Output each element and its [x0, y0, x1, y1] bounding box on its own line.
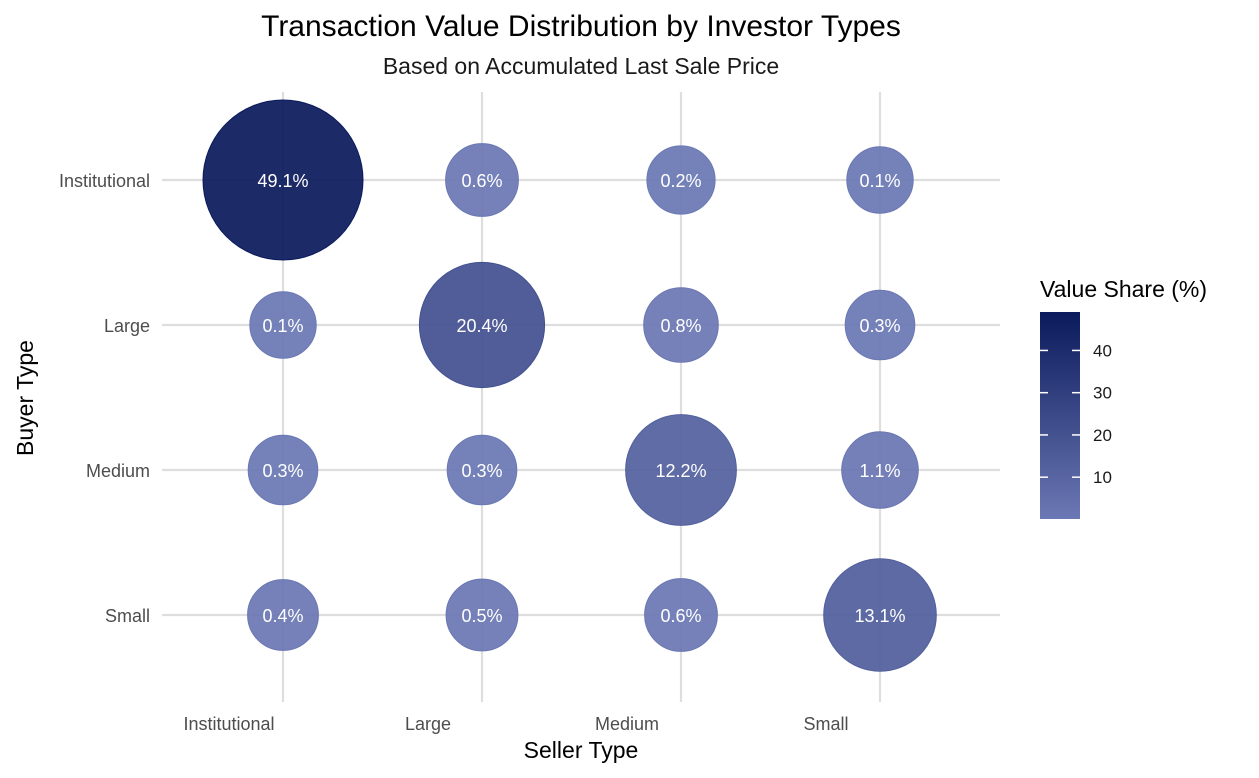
- legend-tick-label-3: 40: [1093, 341, 1112, 360]
- legend-tick-label-0: 10: [1093, 468, 1112, 487]
- y-tick-label-0: Institutional: [59, 171, 150, 191]
- bubble-3: [846, 146, 914, 214]
- bubble-label-2: 0.2%: [660, 171, 701, 191]
- bubble-8: [247, 434, 319, 506]
- legend-tick-label-1: 20: [1093, 426, 1112, 445]
- bubble-label-3: 0.1%: [859, 171, 900, 191]
- chart-subtitle: Based on Accumulated Last Sale Price: [383, 53, 779, 79]
- chart-title: Transaction Value Distribution by Invest…: [261, 10, 901, 43]
- legend: Value Share (%) 10 20 30 40: [1040, 276, 1207, 519]
- bubble-label-9: 0.3%: [461, 461, 502, 481]
- legend-title: Value Share (%): [1040, 276, 1207, 302]
- bubble-label-5: 20.4%: [456, 316, 507, 336]
- bubble-11: [841, 431, 919, 509]
- legend-colorbar: [1040, 312, 1080, 519]
- x-tick-label-3: Small: [803, 714, 848, 734]
- bubble-label-11: 1.1%: [859, 461, 900, 481]
- bubble-5: [418, 261, 546, 389]
- bubble-label-1: 0.6%: [461, 171, 502, 191]
- y-tick-label-1: Large: [104, 316, 150, 336]
- x-tick-label-0: Institutional: [183, 714, 274, 734]
- bubble-label-12: 0.4%: [262, 606, 303, 626]
- x-axis-title: Seller Type: [524, 737, 639, 763]
- bubble-13: [445, 578, 519, 652]
- bubble-9: [446, 434, 518, 506]
- bubble-10: [625, 414, 737, 526]
- y-axis-title: Buyer Type: [12, 340, 38, 456]
- bubble-0: [202, 99, 364, 261]
- bubble-15: [823, 558, 937, 672]
- bubble-label-7: 0.3%: [859, 316, 900, 336]
- bubble-label-15: 13.1%: [854, 606, 905, 626]
- bubble-label-8: 0.3%: [262, 461, 303, 481]
- bubble-12: [247, 579, 319, 651]
- bubble-14: [644, 578, 718, 652]
- bubble-label-0: 49.1%: [257, 171, 308, 191]
- bubble-label-6: 0.8%: [660, 316, 701, 336]
- legend-ticks: 10 20 30 40: [1040, 341, 1112, 487]
- y-tick-label-2: Medium: [86, 461, 150, 481]
- bubble-layer: 49.1% 0.6% 0.2% 0.1% 0.1% 20.4% 0.8% 0.3% 0.3% 0.…: [202, 99, 937, 672]
- bubble-label-4: 0.1%: [262, 316, 303, 336]
- bubble-7: [844, 289, 916, 361]
- legend-tick-label-2: 30: [1093, 384, 1112, 403]
- y-axis-ticks: Institutional Large Medium Small: [59, 171, 150, 626]
- bubble-label-10: 12.2%: [655, 461, 706, 481]
- bubble-label-14: 0.6%: [660, 606, 701, 626]
- x-tick-label-2: Medium: [595, 714, 659, 734]
- y-tick-label-3: Small: [105, 606, 150, 626]
- bubble-4: [249, 291, 317, 359]
- x-tick-label-1: Large: [405, 714, 451, 734]
- bubble-label-13: 0.5%: [461, 606, 502, 626]
- x-axis-ticks: Institutional Large Medium Small: [183, 714, 848, 734]
- bubble-1: [445, 143, 519, 217]
- bubble-2: [646, 145, 716, 215]
- bubble-6: [643, 287, 719, 363]
